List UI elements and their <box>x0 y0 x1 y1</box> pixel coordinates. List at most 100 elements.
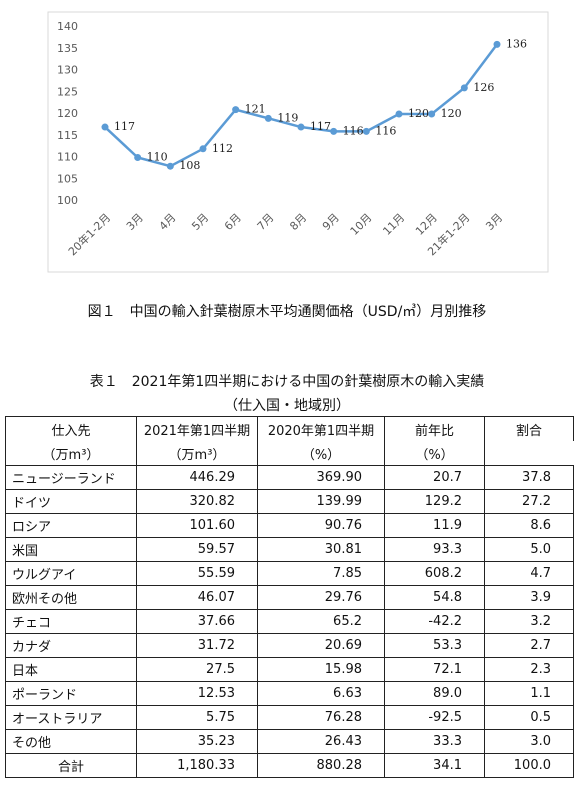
value-cell: 37.8 <box>484 465 574 490</box>
value-cell: 369.90 <box>257 465 385 490</box>
header-cell: 前年比 <box>384 416 485 441</box>
table-row: チェコ 37.66 65.2 -42.2 3.2 <box>5 609 574 634</box>
table-row: カナダ 31.72 20.69 53.3 2.7 <box>5 633 574 658</box>
value-cell: 26.43 <box>257 729 385 754</box>
header-row: 仕入先 2021年第1四半期 2020年第1四半期 前年比 割合 <box>5 416 574 441</box>
value-cell: 55.59 <box>136 561 258 586</box>
data-label: 136 <box>506 37 527 50</box>
table-row: オーストラリア 5.75 76.28 -92.5 0.5 <box>5 705 574 730</box>
value-cell: 27.2 <box>484 489 574 514</box>
value-cell: 93.3 <box>384 537 485 562</box>
country-cell: ポーランド <box>5 681 137 706</box>
table-row: 欧州その他 46.07 29.76 54.8 3.9 <box>5 585 574 610</box>
y-tick-label: 125 <box>57 85 78 98</box>
value-cell: 6.63 <box>257 681 385 706</box>
y-tick-label: 140 <box>57 20 78 33</box>
data-label: 117 <box>310 120 331 133</box>
country-cell: ロシア <box>5 513 137 538</box>
header-cell: 割合 <box>484 416 574 441</box>
y-tick-label: 120 <box>57 107 78 120</box>
point <box>362 127 370 135</box>
header-cell: （%） <box>384 441 485 466</box>
value-cell: -42.2 <box>384 609 485 634</box>
value-cell: 30.81 <box>257 537 385 562</box>
value-cell: 320.82 <box>136 489 258 514</box>
value-cell: 3.9 <box>484 585 574 610</box>
data-label: 121 <box>245 103 266 116</box>
table-title: 表１ 2021年第1四半期における中国の針葉樹原木の輸入実績 <box>89 374 485 390</box>
header-cell: （万m³） <box>136 441 258 466</box>
data-label: 116 <box>343 124 364 137</box>
value-cell: -92.5 <box>384 705 485 730</box>
value-cell: 15.98 <box>257 657 385 682</box>
value-cell: 53.3 <box>384 633 485 658</box>
value-cell: 90.76 <box>257 513 385 538</box>
point <box>264 114 272 122</box>
table-row: ウルグアイ 55.59 7.85 608.2 4.7 <box>5 561 574 586</box>
country-cell: 米国 <box>5 537 137 562</box>
data-label: 120 <box>408 107 429 120</box>
data-label: 110 <box>147 151 168 164</box>
y-tick-label: 100 <box>57 194 78 207</box>
value-cell: 5.75 <box>136 705 258 730</box>
value-cell: 7.85 <box>257 561 385 586</box>
value-cell: 65.2 <box>257 609 385 634</box>
header-cell: （万m³） <box>5 441 137 466</box>
data-label: 108 <box>179 159 200 172</box>
table-row: ロシア 101.60 90.76 11.9 8.6 <box>5 513 574 538</box>
value-cell: 1,180.33 <box>136 753 258 778</box>
point <box>428 110 436 118</box>
value-cell: 31.72 <box>136 633 258 658</box>
country-cell: チェコ <box>5 609 137 634</box>
value-cell: 1.1 <box>484 681 574 706</box>
value-cell: 880.28 <box>257 753 385 778</box>
value-cell: 0.5 <box>484 705 574 730</box>
point <box>199 145 207 153</box>
point <box>166 162 174 170</box>
country-cell: その他 <box>5 729 137 754</box>
value-cell: 29.76 <box>257 585 385 610</box>
data-label: 120 <box>441 107 462 120</box>
table-row: 合計 1,180.33 880.28 34.1 100.0 <box>5 753 574 778</box>
value-cell: 139.99 <box>257 489 385 514</box>
data-label: 126 <box>473 81 494 94</box>
country-cell: 欧州その他 <box>5 585 137 610</box>
country-cell: ウルグアイ <box>5 561 137 586</box>
table-subtitle: （仕入国・地域別） <box>224 398 350 414</box>
figure-caption: 図１ 中国の輸入針葉樹原木平均通関価格（USD/㎥）月別推移 <box>87 304 487 320</box>
chart-frame <box>47 11 549 273</box>
y-tick-label: 105 <box>57 172 78 185</box>
value-cell: 20.7 <box>384 465 485 490</box>
value-cell: 54.8 <box>384 585 485 610</box>
country-cell: 合計 <box>5 753 137 778</box>
country-cell: 日本 <box>5 657 137 682</box>
header-cell: 2020年第1四半期 <box>257 416 385 441</box>
table-row: ドイツ 320.82 139.99 129.2 27.2 <box>5 489 574 514</box>
value-cell: 20.69 <box>257 633 385 658</box>
data-label: 112 <box>212 142 233 155</box>
value-cell: 12.53 <box>136 681 258 706</box>
value-cell: 37.66 <box>136 609 258 634</box>
value-cell: 34.1 <box>384 753 485 778</box>
value-cell: 59.57 <box>136 537 258 562</box>
point <box>460 84 468 92</box>
point <box>134 154 142 161</box>
y-tick-label: 130 <box>57 64 78 77</box>
value-cell: 46.07 <box>136 585 258 610</box>
table-row: 米国 59.57 30.81 93.3 5.0 <box>5 537 574 562</box>
value-cell: 101.60 <box>136 513 258 538</box>
country-cell: カナダ <box>5 633 137 658</box>
data-label: 117 <box>114 120 135 133</box>
value-cell: 89.0 <box>384 681 485 706</box>
data-label: 116 <box>375 124 396 137</box>
value-cell: 72.1 <box>384 657 485 682</box>
country-cell: ドイツ <box>5 489 137 514</box>
import-table: 仕入先 2021年第1四半期 2020年第1四半期 前年比 割合 （万m³） （万m³） （%… <box>5 416 574 778</box>
point <box>232 106 240 114</box>
value-cell: 4.7 <box>484 561 574 586</box>
point <box>395 110 403 118</box>
country-cell: ニュージーランド <box>5 465 137 490</box>
header-cell: 仕入先 <box>5 416 137 441</box>
